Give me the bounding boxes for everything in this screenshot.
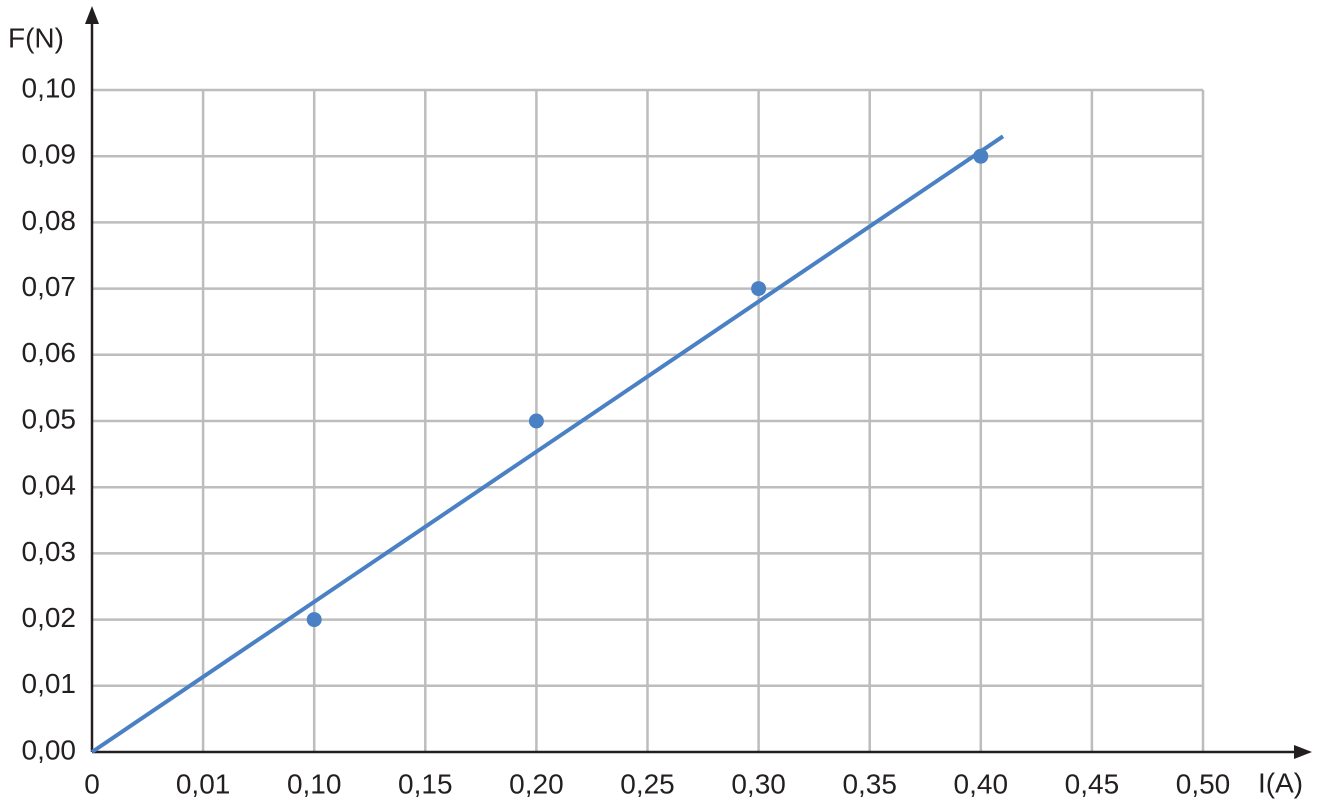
y-tick-label: 0,04	[22, 470, 77, 501]
y-axis-label: F(N)	[8, 22, 64, 53]
data-point	[306, 612, 322, 628]
x-tick-label: 0,25	[620, 768, 675, 799]
y-tick-label: 0,06	[22, 337, 77, 368]
x-tick-label: 0,15	[398, 768, 453, 799]
y-tick-label: 0,10	[22, 72, 77, 103]
y-tick-label: 0,08	[22, 205, 77, 236]
x-tick-label: 0,35	[842, 768, 897, 799]
y-tick-label: 0,05	[22, 403, 77, 434]
y-tick-label: 0,09	[22, 139, 77, 170]
x-axis-label: I(A)	[1258, 767, 1303, 798]
x-axis-arrow	[1294, 745, 1312, 759]
y-tick-label: 0,02	[22, 602, 77, 633]
y-tick-label: 0,03	[22, 536, 77, 567]
grid	[92, 88, 1205, 752]
y-tick-label: 0,01	[22, 668, 77, 699]
y-axis-arrow	[85, 6, 99, 24]
data-point	[973, 148, 989, 164]
x-tick-label: 0	[84, 768, 100, 799]
y-tick-label: 0,07	[22, 271, 77, 302]
x-tick-label: 0,01	[176, 768, 231, 799]
x-tick-label: 0,30	[731, 768, 786, 799]
y-tick-label: 0,00	[22, 734, 77, 765]
data-point	[751, 281, 767, 297]
fit-line	[90, 134, 1005, 754]
data-point	[528, 413, 544, 429]
x-tick-label: 0,10	[287, 768, 342, 799]
x-tick-label: 0,20	[509, 768, 564, 799]
x-tick-label: 0,45	[1065, 768, 1120, 799]
x-tick-label: 0,50	[1176, 768, 1231, 799]
x-tick-label: 0,40	[954, 768, 1009, 799]
